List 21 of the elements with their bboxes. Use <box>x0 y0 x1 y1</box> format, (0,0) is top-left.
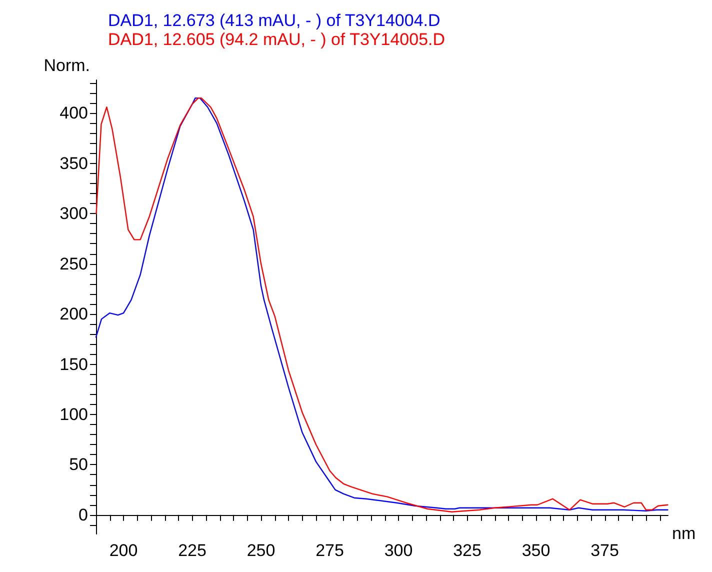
text: DAD1, 12.673 (413 mAU, - ) of T3Y14004.D <box>108 11 440 30</box>
x-tick-label: 275 <box>316 541 344 560</box>
y-tick-label: 300 <box>60 204 88 224</box>
y-tick-label: 250 <box>60 254 88 274</box>
text: DAD1, 12.605 (94.2 mAU, - ) of T3Y14005.D <box>108 30 446 49</box>
x-tick-label: 200 <box>109 541 138 560</box>
y-tick-label: 50 <box>69 455 88 474</box>
x-tick-label: 300 <box>384 541 413 560</box>
y-axis-title: Norm. <box>44 56 90 75</box>
x-tick-label: 375 <box>590 541 619 560</box>
y-tick-label: 350 <box>60 154 88 173</box>
y-tick-label: 400 <box>60 104 88 123</box>
y-tick-label: 0 <box>78 505 88 524</box>
x-tick-label: 225 <box>178 541 206 560</box>
y-tick-label: 100 <box>60 404 88 424</box>
y-tick-label: 150 <box>60 354 88 374</box>
x-tick-label: 250 <box>246 541 276 560</box>
x-tick-label: 325 <box>453 541 482 560</box>
y-tick-label: 200 <box>60 304 88 324</box>
x-axis-title: nm <box>672 524 696 543</box>
x-tick-label: 350 <box>522 541 550 560</box>
